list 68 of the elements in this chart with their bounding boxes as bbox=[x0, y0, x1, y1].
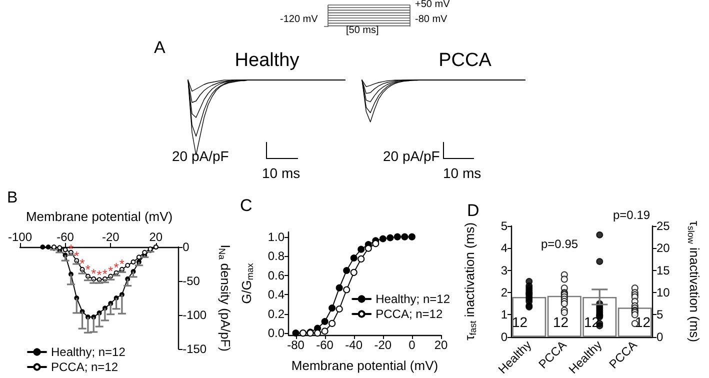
annotation: 20 pA/pF bbox=[172, 148, 229, 164]
chart-title: C bbox=[240, 196, 252, 215]
annotation: * bbox=[91, 266, 96, 282]
legend-label: PCCA; n=12 bbox=[376, 307, 443, 321]
y2-tick-label: 20 bbox=[656, 241, 670, 256]
y-tick-label: 3 bbox=[500, 263, 508, 278]
y-tick-label: 5 bbox=[500, 219, 508, 233]
y-tick-label: -150 bbox=[182, 342, 207, 356]
legend-label: Healthy; n=12 bbox=[376, 292, 450, 306]
annotation: * bbox=[119, 256, 124, 272]
text: A bbox=[154, 38, 166, 58]
x-tick-label: 20 bbox=[434, 338, 448, 352]
text: [50 ms] bbox=[346, 25, 379, 36]
y2-tick-label: 5 bbox=[656, 308, 664, 322]
y-tick-label: 0.4 bbox=[268, 288, 285, 302]
chart-title: D bbox=[467, 201, 480, 220]
y2-tick-label: 10 bbox=[656, 286, 670, 300]
annotation: 12 bbox=[512, 314, 528, 330]
y2-tick-label: 25 bbox=[656, 219, 670, 233]
x-tick-label: -60 bbox=[56, 230, 74, 244]
annotation: * bbox=[114, 260, 119, 275]
y-tick-label: 0 bbox=[182, 240, 190, 254]
y-tick-label: 1 bbox=[500, 308, 508, 322]
x-tick-label: -20 bbox=[102, 230, 120, 244]
chart-title: PCCA bbox=[438, 50, 492, 71]
y-tick-label: 2 bbox=[500, 286, 508, 300]
annotation: * bbox=[85, 262, 90, 277]
annotation: * bbox=[102, 266, 108, 282]
x-tick-label: -60 bbox=[316, 338, 334, 352]
y-tick-label: 0.8 bbox=[268, 249, 285, 264]
y-tick-label: 0.0 bbox=[268, 326, 285, 340]
annotation: 12 bbox=[635, 314, 651, 330]
y2-tick-label: 15 bbox=[656, 263, 670, 278]
annotation: * bbox=[80, 256, 85, 271]
y-axis-title: G/Gmax bbox=[239, 262, 255, 304]
x-tick-label: -80 bbox=[287, 338, 305, 352]
text: -120 mV bbox=[280, 14, 318, 25]
y-tick-label: -50 bbox=[182, 274, 200, 288]
text: p=0.19 bbox=[613, 208, 650, 222]
text: -80 mV bbox=[415, 14, 448, 25]
y-axis-title: INa density (pA/pF) bbox=[217, 244, 233, 352]
annotation: * bbox=[96, 267, 102, 282]
chart-title: Healthy bbox=[234, 50, 300, 71]
y-tick-label: 4 bbox=[500, 241, 508, 256]
x-tick-label: 20 bbox=[149, 230, 163, 244]
x-axis-title: Membrane potential (mV) bbox=[291, 358, 438, 373]
text: 10 ms bbox=[443, 165, 482, 181]
x-tick-label: -100 bbox=[8, 230, 32, 244]
x-tick-label: -20 bbox=[374, 338, 392, 352]
x-tick-label: 0 bbox=[408, 338, 416, 352]
legend-label: PCCA; n=12 bbox=[51, 360, 118, 374]
y-tick-label: 1.0 bbox=[268, 230, 285, 244]
annotation: * bbox=[74, 248, 80, 264]
y-tick-label: 0.2 bbox=[268, 306, 285, 321]
chart-title: B bbox=[7, 190, 18, 206]
y-tick-label: -100 bbox=[182, 308, 207, 322]
text: 10 ms bbox=[262, 165, 300, 181]
annotation: 12 bbox=[553, 314, 569, 330]
legend-label: Healthy; n=12 bbox=[51, 345, 126, 359]
annotation: p=0.95 bbox=[541, 237, 578, 251]
y-axis-title: τfast inactivation (ms) bbox=[462, 222, 478, 340]
y-tick-label: 0.6 bbox=[268, 268, 285, 282]
y2-axis-title: τslow inactivation (ms) bbox=[686, 220, 702, 342]
x-tick-label: -40 bbox=[345, 338, 363, 352]
text: 20 pA/pF bbox=[383, 148, 440, 164]
annotation: * bbox=[108, 263, 114, 278]
x-axis-title: Membrane potential (mV) bbox=[26, 209, 173, 224]
text: +50 mV bbox=[415, 0, 450, 10]
